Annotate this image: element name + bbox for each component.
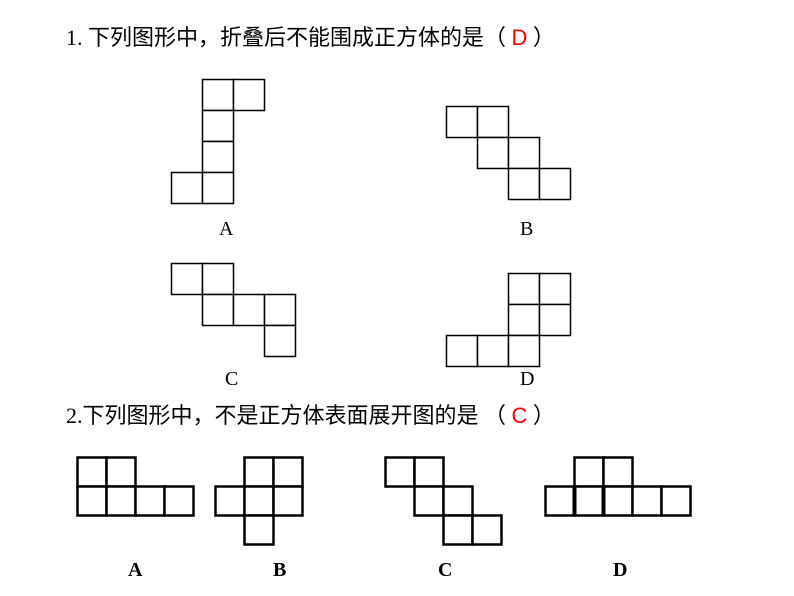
q1-suffix: ） xyxy=(533,25,555,50)
net-figure xyxy=(543,455,693,518)
net-cell xyxy=(172,264,203,295)
net-cell xyxy=(203,80,234,111)
net-cell xyxy=(546,487,575,516)
net-cell xyxy=(203,142,234,173)
option-label: A xyxy=(128,559,142,582)
net-cell xyxy=(136,487,165,516)
option-label: C xyxy=(225,368,238,391)
net-cell xyxy=(662,487,691,516)
net-cell xyxy=(575,458,604,487)
net-figure xyxy=(445,272,572,368)
net-cell xyxy=(509,305,540,336)
net-cell xyxy=(509,169,540,200)
net-cell xyxy=(203,111,234,142)
q2-suffix: ） xyxy=(533,403,555,428)
net-cell xyxy=(78,458,107,487)
net-cell xyxy=(447,336,478,367)
net-cell xyxy=(274,487,303,516)
option-label: C xyxy=(438,559,452,582)
option-label: B xyxy=(273,559,286,582)
net-cell xyxy=(234,295,265,326)
net-cell xyxy=(245,516,274,545)
net-cell xyxy=(172,173,203,204)
q2-prefix: 2.下列图形中，不是正方体表面展开图的是 （ xyxy=(66,403,506,428)
net-cell xyxy=(604,458,633,487)
net-cell xyxy=(575,487,604,516)
net-cell xyxy=(107,487,136,516)
net-figure xyxy=(213,455,305,547)
net-cell xyxy=(274,458,303,487)
net-figure xyxy=(383,455,504,547)
q2-answer: C xyxy=(512,403,528,428)
net-cell xyxy=(203,264,234,295)
net-cell xyxy=(633,487,662,516)
net-cell xyxy=(245,458,274,487)
net-cell xyxy=(540,274,571,305)
net-cell xyxy=(203,295,234,326)
net-cell xyxy=(478,107,509,138)
question-1-text: 1. 下列图形中，折叠后不能围成正方体的是（ D ） xyxy=(66,20,555,52)
net-cell xyxy=(203,173,234,204)
net-cell xyxy=(78,487,107,516)
option-label: B xyxy=(520,218,533,241)
net-cell xyxy=(245,487,274,516)
option-label: D xyxy=(613,559,627,582)
net-cell xyxy=(415,458,444,487)
q1-prefix: 1. 下列图形中，折叠后不能围成正方体的是（ xyxy=(66,25,506,50)
option-label: A xyxy=(219,218,233,241)
net-cell xyxy=(265,326,296,357)
net-cell xyxy=(444,516,473,545)
net-figure xyxy=(170,78,266,205)
net-figure xyxy=(445,105,572,201)
net-cell xyxy=(415,487,444,516)
net-cell xyxy=(234,80,265,111)
net-cell xyxy=(478,138,509,169)
net-cell xyxy=(216,487,245,516)
net-cell xyxy=(540,169,571,200)
net-cell xyxy=(386,458,415,487)
net-cell xyxy=(478,336,509,367)
net-cell xyxy=(444,487,473,516)
net-cell xyxy=(165,487,194,516)
net-figure xyxy=(75,455,196,518)
net-cell xyxy=(509,138,540,169)
net-cell xyxy=(107,458,136,487)
question-2-text: 2.下列图形中，不是正方体表面展开图的是 （ C ） xyxy=(66,398,555,430)
net-cell xyxy=(509,336,540,367)
net-cell xyxy=(447,107,478,138)
option-label: D xyxy=(520,368,534,391)
net-cell xyxy=(509,274,540,305)
net-cell xyxy=(473,516,502,545)
net-figure xyxy=(170,262,297,358)
q1-answer: D xyxy=(512,25,528,50)
net-cell xyxy=(265,295,296,326)
net-cell xyxy=(540,305,571,336)
net-cell xyxy=(604,487,633,516)
